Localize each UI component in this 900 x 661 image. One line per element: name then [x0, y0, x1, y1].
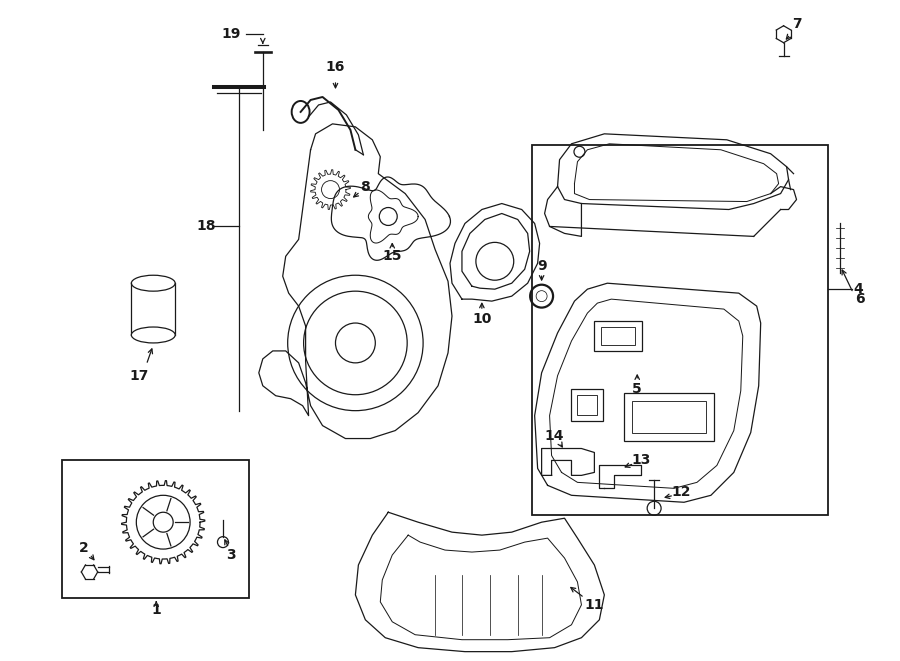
- Bar: [594, 321, 643, 351]
- Bar: [625, 393, 714, 440]
- Bar: [578, 395, 598, 414]
- Ellipse shape: [131, 327, 176, 343]
- Bar: [632, 401, 706, 432]
- Text: 7: 7: [792, 17, 801, 31]
- Text: 19: 19: [221, 27, 240, 41]
- Text: 4: 4: [853, 282, 863, 296]
- Text: 6: 6: [856, 292, 865, 306]
- Text: 13: 13: [632, 453, 651, 467]
- Text: 3: 3: [226, 548, 236, 562]
- Bar: [601, 327, 635, 345]
- Text: 8: 8: [361, 180, 370, 194]
- Text: 14: 14: [544, 428, 564, 443]
- Text: 1: 1: [151, 603, 161, 617]
- Bar: [532, 145, 828, 515]
- Text: 9: 9: [536, 259, 546, 273]
- Bar: [61, 461, 248, 598]
- Bar: [572, 389, 603, 420]
- Text: 10: 10: [472, 312, 491, 326]
- Text: 11: 11: [585, 598, 604, 612]
- Text: 18: 18: [196, 219, 216, 233]
- Text: 16: 16: [326, 60, 346, 74]
- Text: 15: 15: [382, 249, 402, 263]
- Text: 5: 5: [633, 382, 642, 396]
- Text: 12: 12: [671, 485, 691, 499]
- Text: 17: 17: [130, 369, 149, 383]
- Text: 2: 2: [78, 541, 88, 555]
